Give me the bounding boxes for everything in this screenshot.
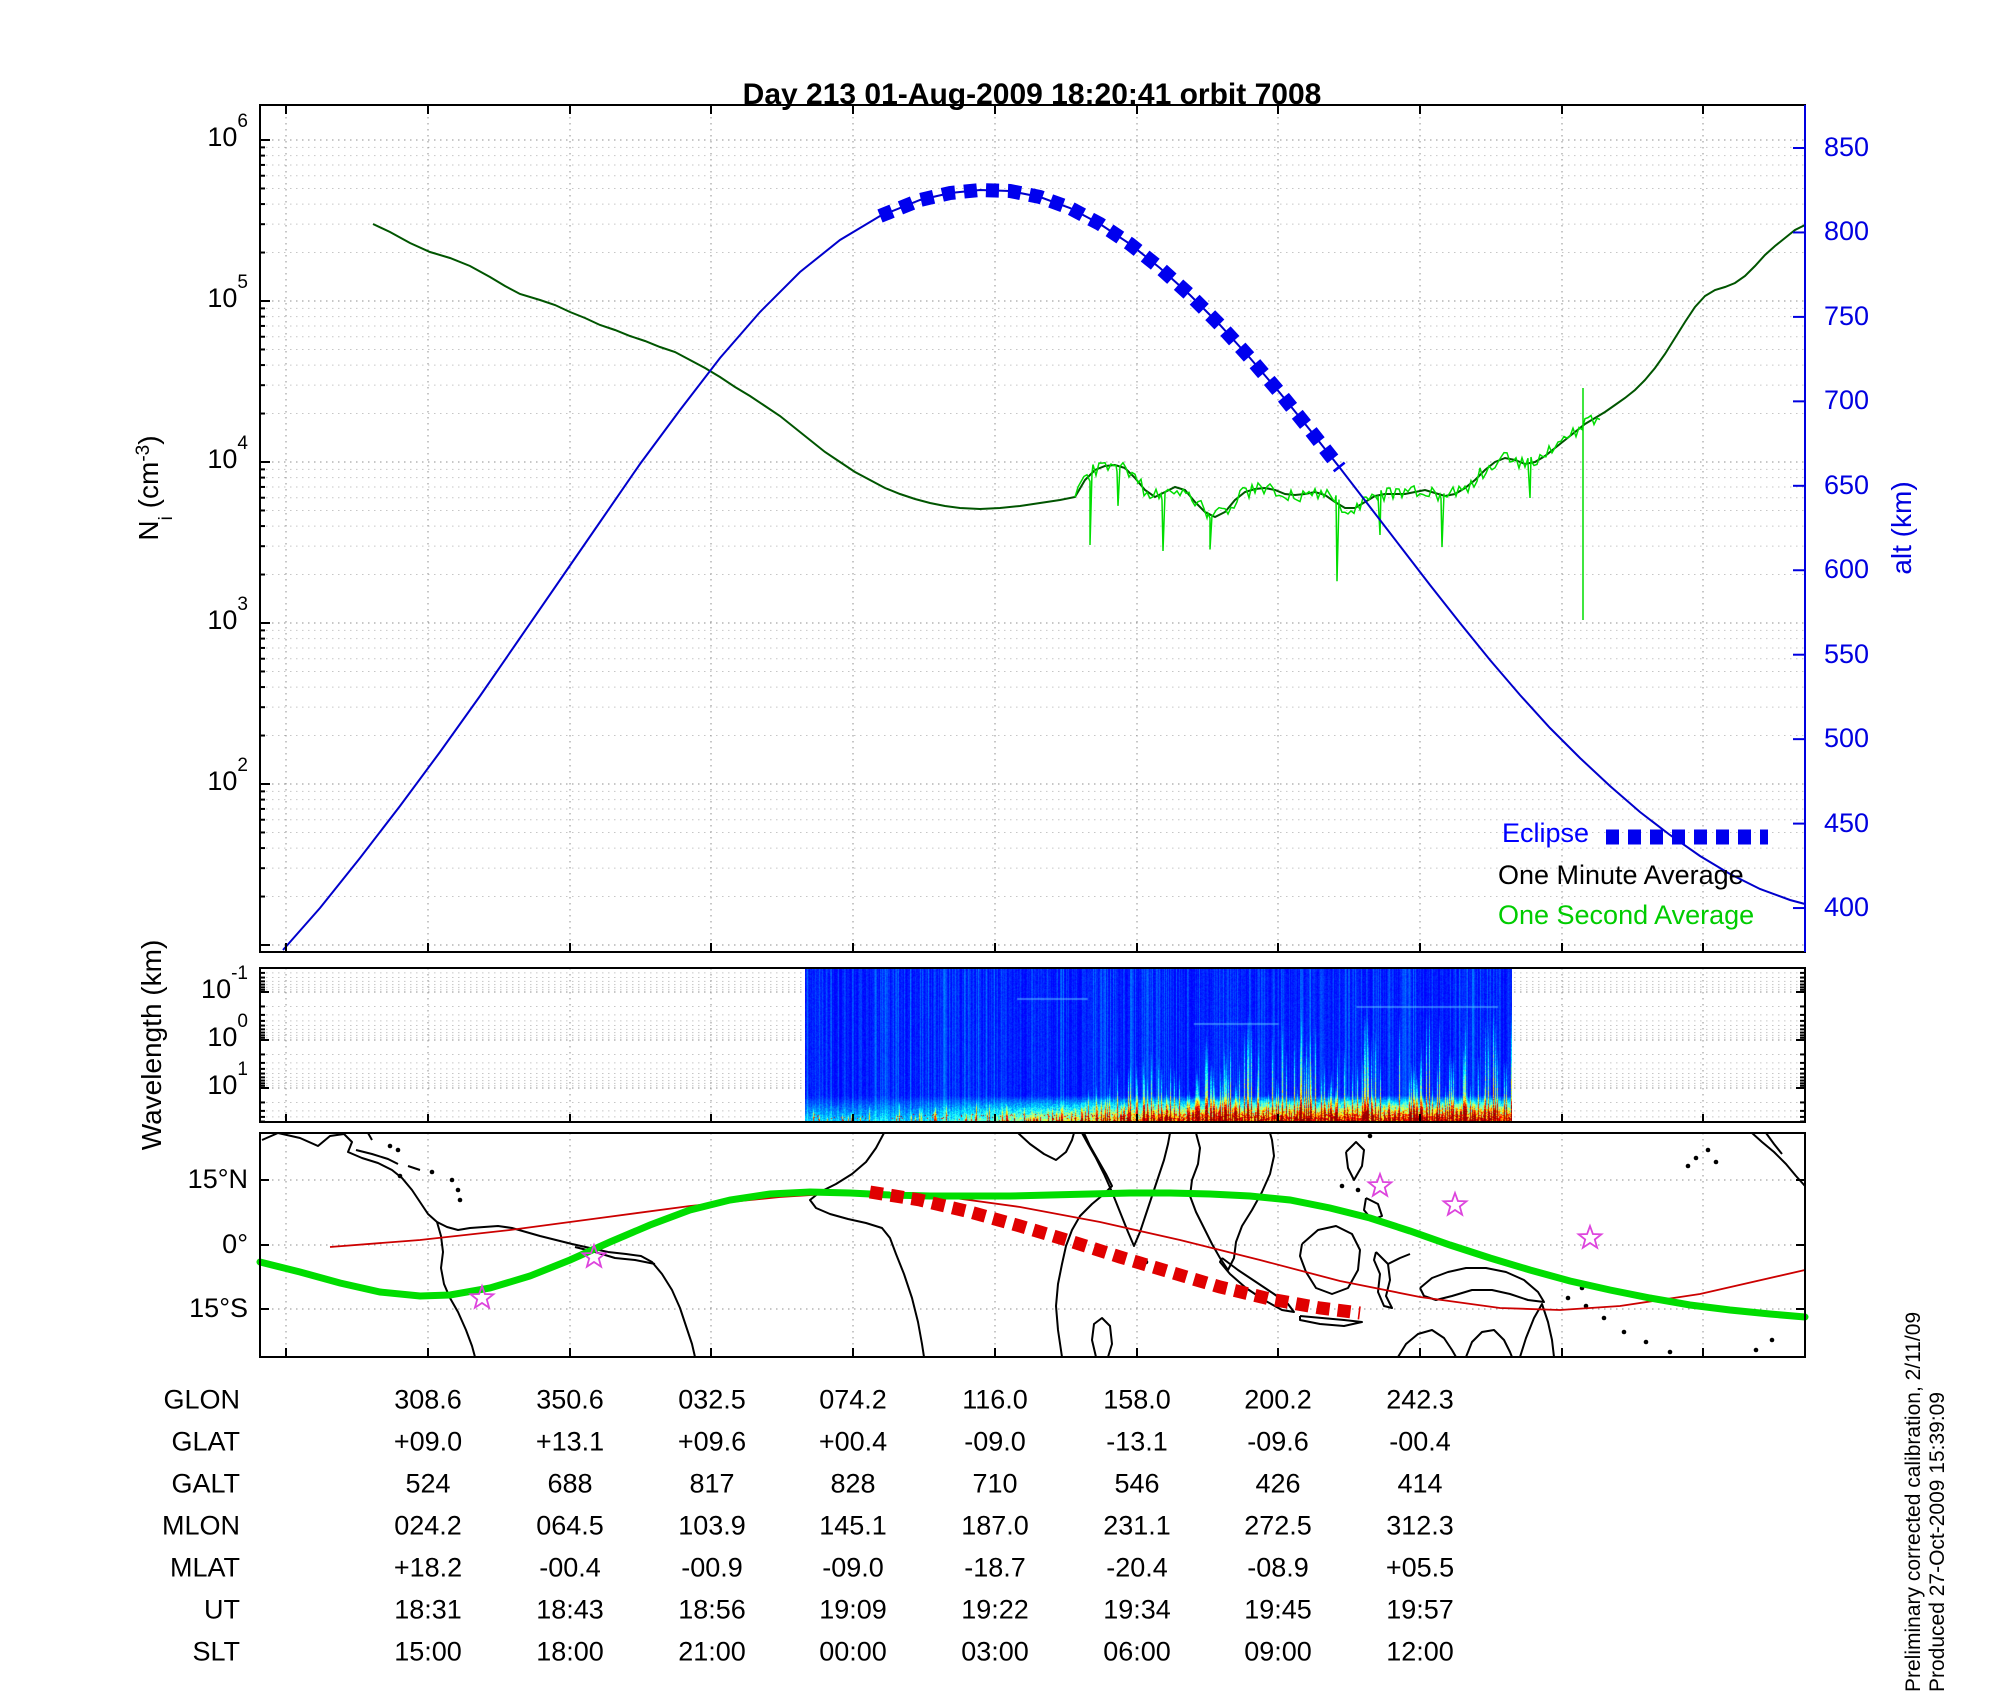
table-cell: 145.1: [819, 1510, 887, 1541]
ni-tick-label: 105: [207, 272, 248, 313]
table-cell: 18:43: [536, 1594, 604, 1625]
page-title: Day 213 01-Aug-2009 18:20:41 orbit 7008: [742, 78, 1322, 111]
table-cell: +09.0: [393, 1426, 463, 1457]
wavelength-tick-label: 101: [207, 1059, 248, 1100]
table-cell: 06:00: [1103, 1636, 1171, 1667]
table-cell: 19:57: [1386, 1594, 1454, 1625]
table-cell: 116.0: [962, 1384, 1028, 1415]
table-cell: 710: [972, 1468, 1018, 1499]
table-row-label: MLAT: [169, 1552, 240, 1583]
table-row-label: GALT: [171, 1468, 240, 1499]
table-cell: 09:00: [1244, 1636, 1312, 1667]
alt-tick-label: 500: [1824, 723, 1870, 754]
table-cell: 312.3: [1386, 1510, 1454, 1541]
table-cell: 064.5: [536, 1510, 604, 1541]
table-cell: +13.1: [535, 1426, 605, 1457]
table-cell: 024.2: [394, 1510, 462, 1541]
calibration-note: Preliminary corrected calibration, 2/11/…: [1902, 1311, 1925, 1692]
table-cell: -09.6: [1247, 1426, 1309, 1457]
table-cell: 350.6: [536, 1384, 604, 1415]
table-cell: 308.6: [394, 1384, 462, 1415]
table-cell: -20.4: [1106, 1552, 1168, 1583]
table-cell: 19:09: [819, 1594, 887, 1625]
table-cell: 12:00: [1386, 1636, 1454, 1667]
ni-tick-label: 104: [207, 433, 248, 474]
table-row-label: UT: [204, 1594, 240, 1625]
alt-tick-label: 700: [1824, 385, 1870, 416]
table-cell: 272.5: [1244, 1510, 1312, 1541]
table-cell: 19:45: [1244, 1594, 1312, 1625]
table-cell: 524: [405, 1468, 451, 1499]
table-cell: 414: [1397, 1468, 1443, 1499]
table-cell: 158.0: [1103, 1384, 1171, 1415]
wavelength-tick-label: 100: [207, 1011, 248, 1052]
table-cell: 18:00: [536, 1636, 604, 1667]
table-cell: 18:31: [394, 1594, 462, 1625]
table-cell: 231.1: [1103, 1510, 1171, 1541]
table-cell: 15:00: [394, 1636, 462, 1667]
ni-tick-label: 103: [207, 594, 248, 635]
table-cell: 426: [1255, 1468, 1301, 1499]
table-cell: -09.0: [964, 1426, 1026, 1457]
alt-tick-label: 650: [1824, 469, 1870, 500]
legend-eclipse-label: Eclipse: [1502, 818, 1590, 848]
ni-tick-label: 106: [207, 111, 248, 152]
alt-axis-label: alt (km): [1886, 481, 1917, 575]
table-cell: -00.4: [539, 1552, 601, 1583]
table-cell: 19:22: [961, 1594, 1029, 1625]
table-cell: 103.9: [678, 1510, 746, 1541]
table-cell: 688: [547, 1468, 593, 1499]
table-cell: +18.2: [393, 1552, 463, 1583]
table-cell: 00:00: [819, 1636, 887, 1667]
alt-tick-label: 600: [1824, 554, 1870, 585]
latitude-tick-label: 15°N: [187, 1164, 248, 1194]
table-row-label: MLON: [161, 1510, 240, 1541]
alt-tick-label: 800: [1824, 216, 1870, 247]
table-row-label: GLON: [163, 1384, 240, 1415]
alt-tick-label: 750: [1824, 300, 1870, 331]
table-cell: +05.5: [1385, 1552, 1455, 1583]
table-cell: -00.4: [1389, 1426, 1451, 1457]
wavelength-spectrogram-heatmap: [805, 968, 1512, 1122]
table-row-label: SLT: [192, 1636, 240, 1667]
latitude-tick-label: 15°S: [189, 1293, 248, 1323]
table-cell: 187.0: [961, 1510, 1029, 1541]
produced-note: Produced 27-Oct-2009 15:39:09: [1926, 1391, 1949, 1692]
table-cell: +09.6: [677, 1426, 747, 1457]
alt-tick-label: 450: [1824, 807, 1870, 838]
table-cell: 546: [1114, 1468, 1160, 1499]
table-cell: 828: [830, 1468, 876, 1499]
table-cell: 817: [689, 1468, 735, 1499]
table-row-label: GLAT: [171, 1426, 240, 1457]
table-cell: -18.7: [964, 1552, 1026, 1583]
latitude-tick-label: 0°: [222, 1229, 248, 1259]
table-cell: +00.4: [818, 1426, 888, 1457]
legend-minute-average-label: One Minute Average: [1498, 860, 1744, 890]
wavelength-tick-label: 10-1: [201, 963, 248, 1004]
table-cell: 074.2: [819, 1384, 887, 1415]
table-cell: 19:34: [1103, 1594, 1171, 1625]
table-cell: 200.2: [1244, 1384, 1312, 1415]
legend-second-average-label: One Second Average: [1498, 900, 1755, 930]
alt-tick-label: 400: [1824, 892, 1870, 923]
ni-tick-label: 102: [207, 755, 248, 796]
table-cell: -00.9: [681, 1552, 743, 1583]
table-cell: -09.0: [822, 1552, 884, 1583]
table-cell: 18:56: [678, 1594, 746, 1625]
table-cell: 21:00: [678, 1636, 746, 1667]
alt-tick-label: 550: [1824, 638, 1870, 669]
table-cell: -13.1: [1106, 1426, 1168, 1457]
alt-tick-label: 850: [1824, 132, 1870, 162]
table-cell: 242.3: [1386, 1384, 1454, 1415]
table-cell: 032.5: [678, 1384, 746, 1415]
table-cell: -08.9: [1247, 1552, 1309, 1583]
table-cell: 03:00: [961, 1636, 1029, 1667]
